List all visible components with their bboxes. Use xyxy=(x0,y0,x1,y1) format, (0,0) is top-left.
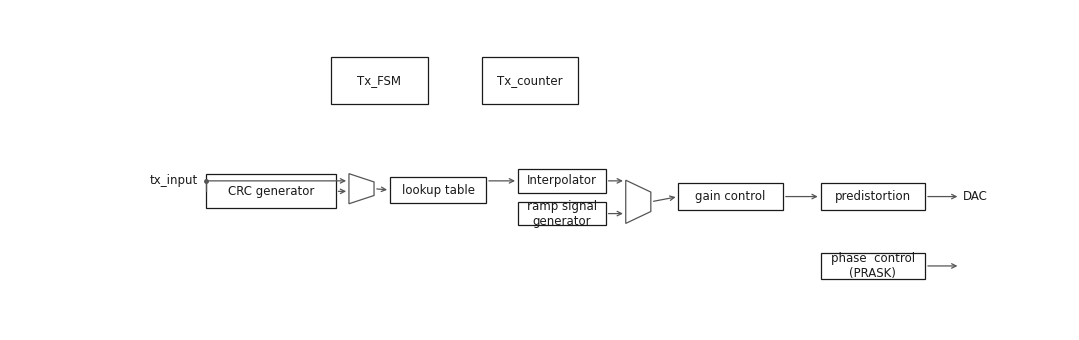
Text: phase  control
(PRASK): phase control (PRASK) xyxy=(831,252,915,280)
Bar xyxy=(820,253,925,279)
Text: ramp signal
generator: ramp signal generator xyxy=(527,200,597,227)
Bar xyxy=(206,174,336,208)
Text: DAC: DAC xyxy=(962,190,987,203)
Text: Tx_counter: Tx_counter xyxy=(497,73,563,87)
Bar xyxy=(331,56,427,104)
Text: Interpolator: Interpolator xyxy=(527,174,597,187)
Text: predistortion: predistortion xyxy=(835,190,911,203)
Bar xyxy=(820,184,925,210)
Bar xyxy=(679,184,783,210)
Bar xyxy=(482,56,578,104)
Bar xyxy=(390,177,487,203)
Text: Tx_FSM: Tx_FSM xyxy=(357,73,401,87)
Text: tx_input: tx_input xyxy=(150,174,199,187)
Polygon shape xyxy=(349,174,374,204)
Text: lookup table: lookup table xyxy=(401,184,475,197)
Text: gain control: gain control xyxy=(696,190,766,203)
Bar xyxy=(518,202,605,225)
Polygon shape xyxy=(626,180,651,223)
Bar xyxy=(518,169,605,193)
Text: CRC generator: CRC generator xyxy=(228,185,314,198)
